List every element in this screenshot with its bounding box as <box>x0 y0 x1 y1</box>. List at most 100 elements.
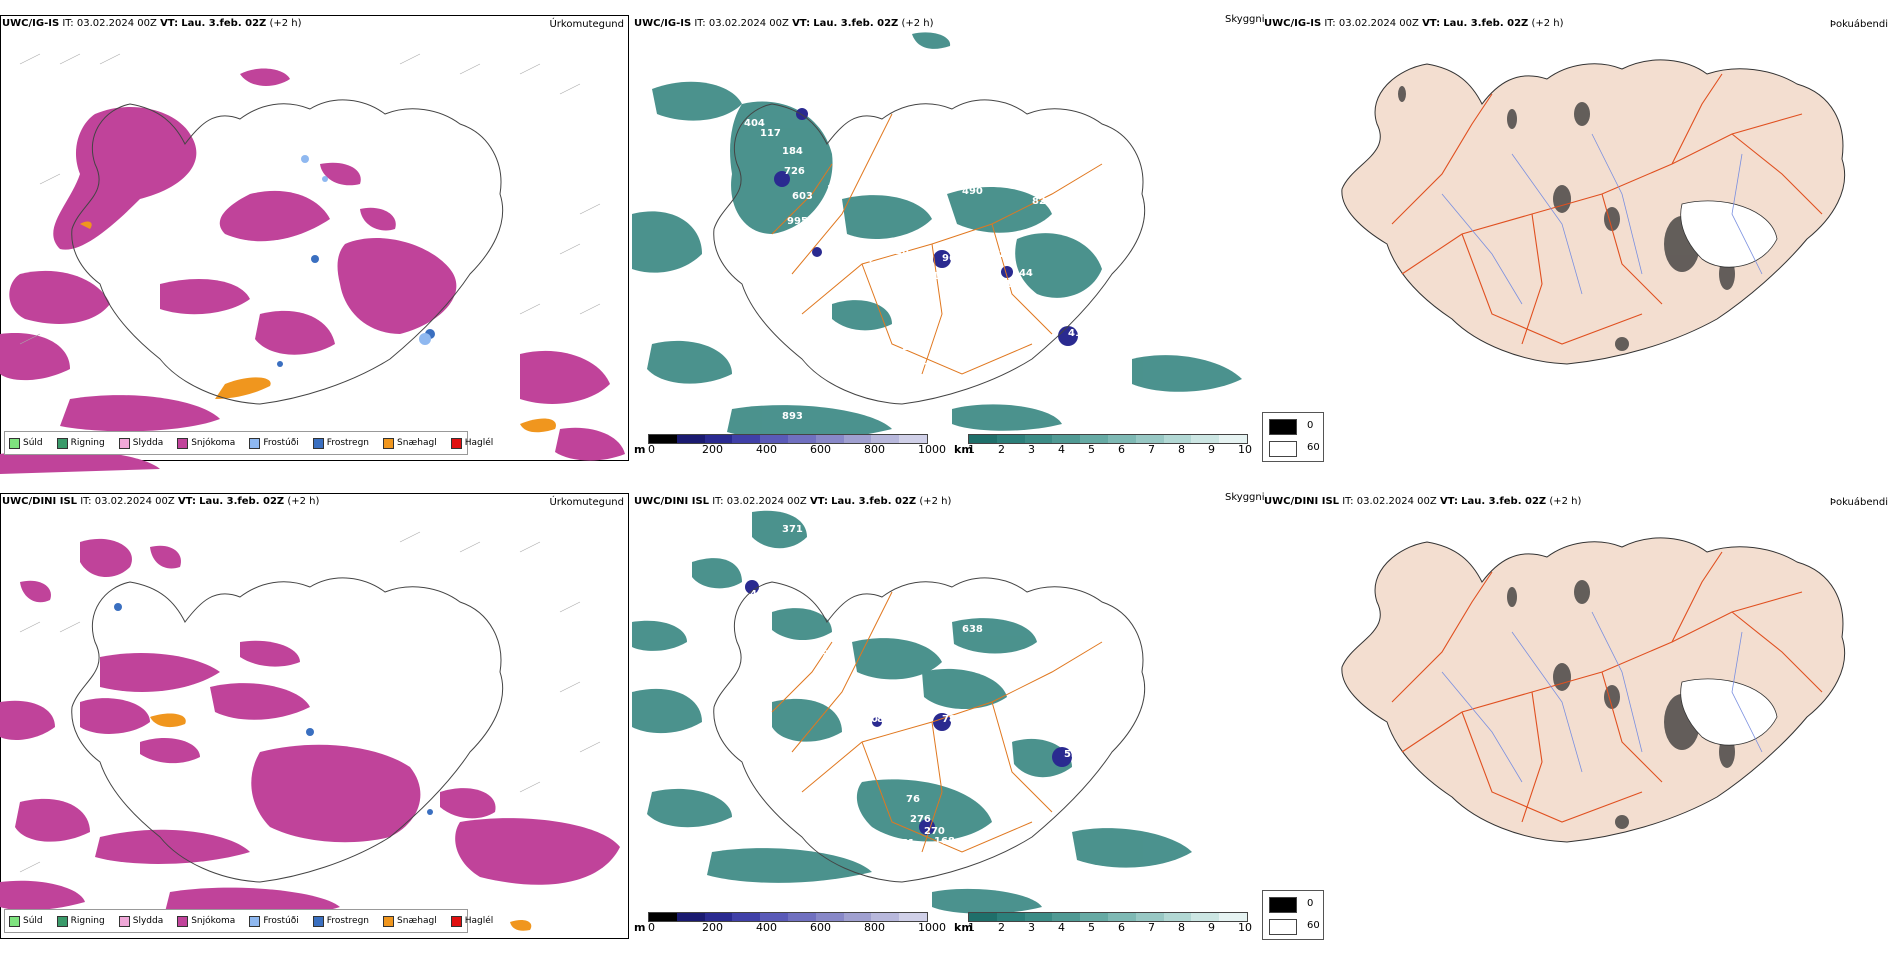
visibility-title: Skyggni <box>1225 14 1265 25</box>
fog-legend-swatch <box>1269 441 1297 457</box>
model-name: UWC/DINI ISL <box>634 496 710 507</box>
cloud-base-label: 726 <box>784 166 805 177</box>
iceland-outline <box>71 577 504 883</box>
legend-label: Snjókoma <box>191 916 236 926</box>
cloud-base-label: 78 <box>942 714 956 725</box>
legend-item: Slydda <box>118 915 164 927</box>
lead-time: (+2 h) <box>287 496 320 507</box>
visibility-colorbar: km 1 2 3 4 5 6 7 8 9 10 <box>954 434 1254 456</box>
model-name: UWC/IG-IS <box>2 18 60 29</box>
freezing-drizzle-areas <box>301 155 431 345</box>
colorbar-bin <box>1024 435 1053 443</box>
it-value: 03.02.2024 00Z <box>1356 496 1437 507</box>
colorbar-bin <box>704 913 733 921</box>
legend-swatch <box>249 915 261 927</box>
fog-title: Þokuábendi <box>1829 497 1888 508</box>
fog-legend-value: 0 <box>1307 420 1314 431</box>
cloud-base-label: 404 <box>744 118 765 129</box>
colorbar-bin <box>899 435 927 443</box>
fog-legend-swatch <box>1269 919 1297 935</box>
it-label: IT: <box>1324 18 1336 29</box>
colorbar-tick: 10 <box>1238 443 1252 456</box>
model-name: UWC/IG-IS <box>634 18 692 29</box>
colorbar-bin <box>760 913 788 921</box>
map-frame <box>0 15 629 461</box>
vt-value: Lau. 3.feb. 02Z <box>199 496 285 507</box>
colorbar-bin <box>676 913 705 921</box>
iceland-outline-2 <box>713 577 1146 883</box>
colorbar-bin <box>649 913 677 921</box>
lead-time: (+2 h) <box>1549 496 1582 507</box>
colorbar-tick: 9 <box>1208 921 1215 934</box>
fog-map <box>1341 537 1846 843</box>
colorbar-swatches <box>968 912 1248 922</box>
legend-item: Frostregn <box>312 437 369 449</box>
cloud-base-label: 76 <box>906 794 920 805</box>
fog-panel: UWC/DINI ISL IT: 03.02.2024 00Z VT: Lau.… <box>1262 492 1900 954</box>
forecast-row-dini-isl: UWC/DINI ISL IT: 03.02.2024 00Z VT: Lau.… <box>0 492 1900 962</box>
colorbar-bin <box>732 435 761 443</box>
colorbar-bin <box>1080 913 1108 921</box>
colorbar-swatches <box>648 434 928 444</box>
iceland-land <box>1341 59 1846 365</box>
colorbar-tick: 1000 <box>918 443 946 456</box>
legend-item: Súld <box>9 437 43 449</box>
cloud-base-label: 19 <box>932 271 946 282</box>
colorbar-bin <box>996 435 1025 443</box>
colorbar-bin <box>871 913 900 921</box>
legend-item: Súld <box>9 915 43 927</box>
colorbar-unit: km <box>954 443 973 456</box>
precip-legend: Súld Rigning Slydda Snjókoma Frostúði Frostre… <box>4 431 493 455</box>
legend-swatch <box>118 915 130 927</box>
colorbar-tick: 8 <box>1178 921 1185 934</box>
legend-label: Súld <box>23 438 43 448</box>
legend-swatch <box>312 915 324 927</box>
visibility-panel: 371 42 638 971 60 84 78 115 53 76 276 270 151 168 990 8… <box>632 492 1262 954</box>
cloud-base-label: 506 <box>780 231 801 242</box>
legend-label: Snjókoma <box>191 438 236 448</box>
freezing-rain-areas <box>114 603 433 815</box>
low-visibility-areas <box>632 32 1242 440</box>
colorbar-bin <box>704 435 733 443</box>
legend-label: Súld <box>23 916 43 926</box>
colorbar-bin <box>969 913 997 921</box>
colorbar-bin <box>969 435 997 443</box>
legend-item: Snæhagl <box>383 437 437 449</box>
cloud-base-label: 53 <box>1064 749 1078 760</box>
colorbar-tick: 2 <box>998 443 1005 456</box>
legend-item: Snjókoma <box>177 437 236 449</box>
colorbar-swatches <box>648 912 928 922</box>
cloud-base-label: 618 <box>710 136 731 147</box>
colorbar-bin <box>1107 913 1136 921</box>
colorbar-unit: m <box>634 921 646 934</box>
run-header-2: UWC/IG-IS IT: 03.02.2024 00Z VT: Lau. 3.… <box>634 18 934 29</box>
precip-type-title: Úrkomutegund <box>549 497 624 508</box>
legend-swatch <box>9 915 20 927</box>
it-value: 03.02.2024 00Z <box>1338 18 1419 29</box>
low-visibility-areas <box>632 510 1192 914</box>
colorbar-bin <box>899 913 927 921</box>
snow-areas <box>0 68 625 474</box>
cloud-base-label: 638 <box>962 624 983 635</box>
legend-label: Frostregn <box>326 916 370 926</box>
fog-road-network <box>1391 551 1823 823</box>
colorbar-tick: 8 <box>1178 443 1185 456</box>
cloud-base-label: 893 <box>782 411 803 422</box>
snow-areas <box>0 538 620 919</box>
fog-road-network <box>1391 73 1823 345</box>
legend-label: Haglél <box>464 438 494 448</box>
visibility-colorbar: km 1 2 3 4 5 6 7 8 9 10 <box>954 912 1254 934</box>
colorbar-tick: 2 <box>998 921 1005 934</box>
legend-label: Slydda <box>132 916 164 926</box>
colorbar-tick: 0 <box>648 443 655 456</box>
legend-item: Haglél <box>450 915 493 927</box>
it-value: 03.02.2024 00Z <box>94 496 175 507</box>
colorbar-bin <box>1191 435 1220 443</box>
cloud-base-label: 332 <box>827 184 848 195</box>
vt-label: VT: <box>792 18 811 29</box>
cloud-base-label: 115 <box>998 279 1019 290</box>
vt-value: Lau. 3.feb. 02Z <box>813 18 899 29</box>
legend-item: Slydda <box>118 437 163 449</box>
cloud-base-label: 200 <box>902 342 923 353</box>
